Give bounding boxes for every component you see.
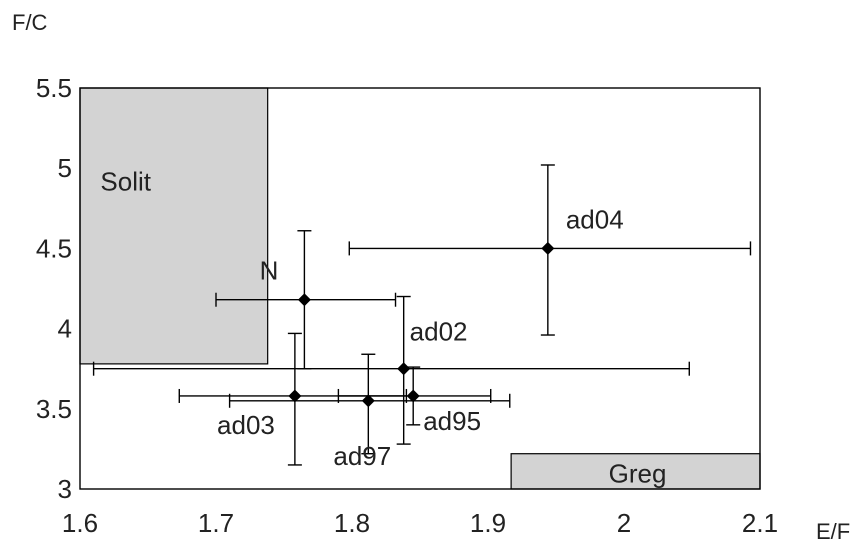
y-tick-label: 3.5: [36, 394, 72, 424]
data-point-ad95: [337, 366, 492, 426]
y-tick-label: 4: [58, 314, 72, 344]
x-tick-label: 1.7: [198, 508, 234, 538]
y-tick-label: 5.5: [36, 73, 72, 103]
point-label-ad97: ad97: [333, 441, 391, 471]
region-label-greg: Greg: [609, 459, 667, 489]
diamond-marker: [406, 389, 420, 403]
point-label-ad95: ad95: [423, 406, 481, 436]
x-tick-label: 1.6: [62, 508, 98, 538]
plot-frame: [79, 87, 761, 490]
diamond-marker: [288, 389, 302, 403]
data-point-ad97: [228, 353, 511, 455]
y-axis-title: F/C: [12, 10, 48, 35]
region-solit: [79, 87, 269, 365]
point-label-ad04: ad04: [566, 204, 624, 234]
diamond-marker: [541, 241, 555, 255]
diamond-marker: [297, 293, 311, 307]
y-tick-label: 5: [58, 153, 72, 183]
x-tick-label: 2: [617, 508, 631, 538]
x-tick-label: 2.1: [742, 508, 778, 538]
region-greg: [510, 453, 761, 490]
y-tick-label: 3: [58, 474, 72, 504]
point-label-ad03: ad03: [217, 410, 275, 440]
diamond-marker: [397, 362, 411, 376]
diamond-marker: [361, 394, 375, 408]
x-tick-label: 1.9: [470, 508, 506, 538]
point-label-n: N: [260, 256, 279, 286]
x-axis-title: E/F: [816, 519, 850, 544]
region-label-solit: Solit: [100, 167, 151, 197]
data-point-ad04: [348, 164, 752, 336]
x-tick-label: 1.8: [334, 508, 370, 538]
point-label-ad02: ad02: [410, 317, 468, 347]
data-point-ad02: [92, 295, 690, 445]
y-tick-label: 4.5: [36, 233, 72, 263]
